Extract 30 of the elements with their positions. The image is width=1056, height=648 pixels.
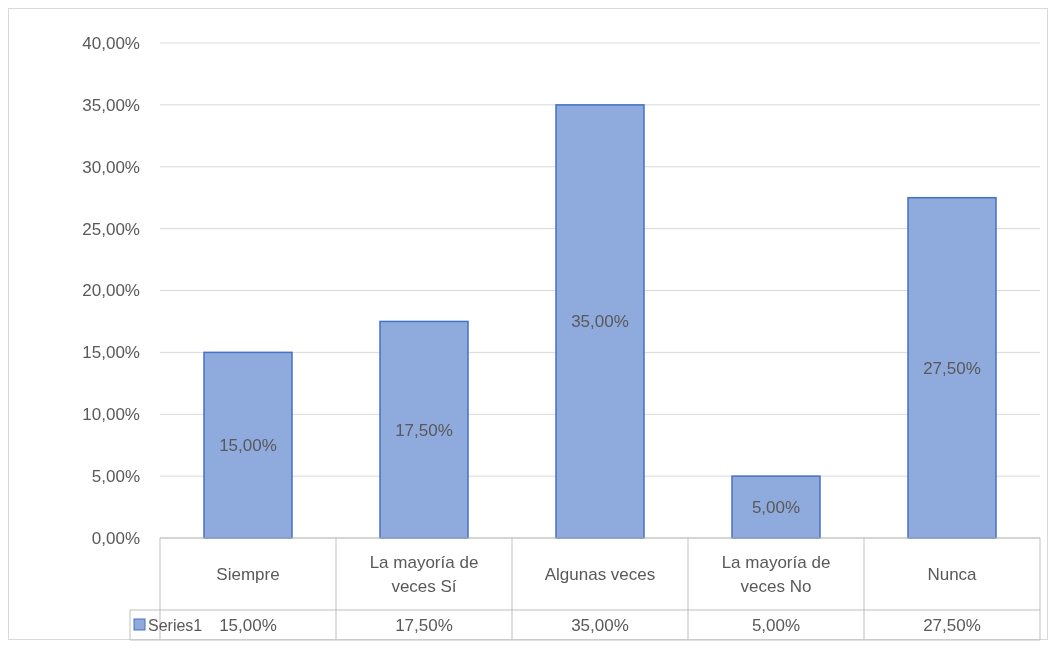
y-tick-label: 5,00% (91, 467, 140, 487)
text: 35,00% (571, 312, 629, 332)
data-label: 5,00% (751, 616, 801, 635)
x-tick-label: La mayoría de veces No (721, 553, 831, 596)
data-label: 27,50% (923, 616, 981, 635)
data-label: 35,00% (571, 616, 629, 635)
x-tick-label: La mayoría de veces Sí (369, 553, 479, 596)
bar (203, 351, 293, 539)
x-tick-label: Siempre (216, 565, 280, 584)
x-tick-label: Nunca (927, 565, 978, 584)
y-tick-label: 20,00% (82, 281, 140, 301)
text: 17,50% (395, 420, 453, 440)
legend-label: Series1 (148, 617, 203, 634)
y-tick-label: 30,00% (82, 157, 140, 177)
text: 15,00% (219, 436, 277, 456)
bar (731, 475, 821, 539)
y-tick-label: 10,00% (82, 405, 140, 425)
text: 27,50% (923, 358, 981, 378)
x-tick-label: Algunas veces (544, 565, 656, 584)
bar (555, 104, 645, 539)
data-label: 17,50% (395, 616, 453, 635)
bar (379, 320, 469, 539)
y-tick-label: 35,00% (82, 95, 140, 115)
data-label: 15,00% (219, 616, 277, 635)
y-tick-label: 25,00% (82, 219, 140, 239)
y-tick-label: 0,00% (91, 528, 140, 548)
y-tick-label: 15,00% (82, 343, 140, 363)
y-tick-label: 40,00% (82, 33, 140, 53)
bar (907, 196, 997, 539)
text: 5,00% (751, 498, 801, 518)
